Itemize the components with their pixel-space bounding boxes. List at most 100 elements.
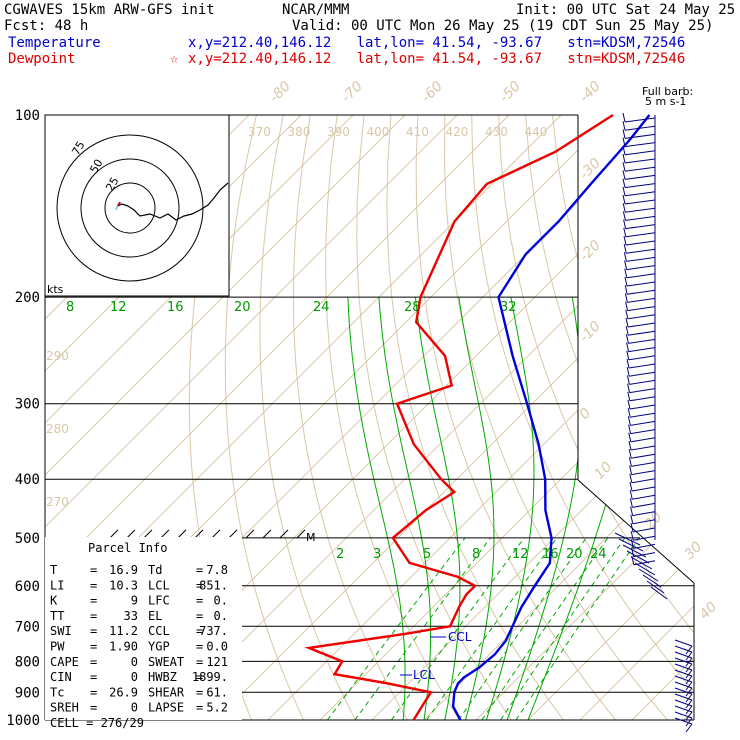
mixing-ratio-line [354, 537, 491, 720]
moist-label-200: 28 [404, 300, 421, 315]
organization-label: NCAR/MMM [282, 2, 349, 18]
mixing-ratio-line [515, 537, 640, 720]
parcel-value: 851. [199, 578, 228, 592]
parcel-info-title: Parcel Info [88, 541, 167, 555]
hodograph-ring-50 [80, 158, 180, 258]
wind-key-line1: Full barb: [642, 85, 693, 98]
isotherm-line [683, 115, 694, 720]
parcel-value: 0. [214, 609, 228, 623]
isotherm-label: -10 [577, 318, 605, 346]
mixing-ratio-line [481, 537, 609, 720]
parcel-eq: = [196, 609, 203, 623]
parcel-key: SWEAT [148, 655, 184, 669]
dry-adiabat [443, 115, 668, 720]
parcel-value: 26.9 [109, 685, 138, 699]
dry-adiabat [525, 115, 694, 720]
parcel-key: TT [50, 609, 64, 623]
dry-adiabat [659, 115, 694, 720]
parcel-key: YGP [148, 640, 170, 654]
mixing-ratio-label-500: 2 [336, 547, 344, 562]
parcel-key: CIN [50, 670, 72, 684]
pressure-label-700: 700 [15, 619, 40, 635]
theta-label: 390 [327, 125, 350, 139]
theta-label: 380 [288, 125, 311, 139]
parcel-value: 16.9 [109, 563, 138, 577]
dewpoint-profile [304, 113, 614, 721]
parcel-cell: CELL = 276/29 [50, 716, 144, 730]
theta-side-label: 280 [46, 422, 69, 436]
parcel-key: K [50, 594, 58, 608]
temperature-legend-label: Temperature [8, 35, 101, 51]
parcel-eq: = [196, 624, 203, 638]
theta-label: 420 [446, 125, 469, 139]
hodograph-start [117, 201, 121, 207]
isotherm-line [45, 115, 458, 720]
mixing-ratio-line [426, 537, 558, 720]
isotherm-label: -30 [577, 155, 605, 183]
parcel-eq: = [196, 670, 203, 684]
parcel-value: 61. [206, 685, 228, 699]
dewpoint-legend-label: Dewpoint [8, 51, 75, 67]
parcel-value: 5.2 [206, 701, 228, 715]
wind-key-line2: 5 m s-1 [645, 95, 686, 108]
moist-label-200: 20 [234, 300, 251, 315]
moist-adiabat [458, 297, 495, 720]
parcel-value: 0. [214, 594, 228, 608]
dry-adiabat [224, 115, 305, 720]
grid-labels: -80 -70 -60 -50 -40 -30 -20 -10 0 10 20 30 40 370 380 3… [46, 78, 720, 623]
parcel-value: 33 [124, 609, 138, 623]
star-icon: ☆ [170, 51, 179, 67]
isotherm-line [579, 115, 694, 720]
theta-label: 400 [367, 125, 390, 139]
parcel-eq: = [196, 701, 203, 715]
parcel-value: 0.0 [206, 640, 228, 654]
mixing-ratio-label-500: 20 [566, 547, 583, 562]
isotherm-label: -40 [577, 78, 605, 106]
model-title: CGWAVES 15km ARW-GFS init [4, 2, 215, 18]
parcel-eq: = [90, 701, 97, 715]
hodograph-low-trace [115, 202, 123, 211]
hodograph-ring-label-25: 25 [103, 175, 121, 194]
parcel-key: SHEAR [148, 685, 185, 699]
theta-label: 430 [485, 125, 508, 139]
parcel-eq: = [90, 594, 97, 608]
level-markers: CCL LCL M [306, 531, 472, 682]
isotherm-line [45, 115, 354, 720]
dry-adiabat [325, 115, 461, 720]
parcel-value: 0 [131, 701, 138, 715]
pressure-label-100: 100 [15, 108, 40, 124]
theta-label: 370 [248, 125, 271, 139]
parcel-value: 9 [131, 594, 138, 608]
init-time: Init: 00 UTC Sat 24 May 25 [516, 2, 735, 18]
isotherm-line [45, 115, 302, 720]
wind-barbs [614, 112, 693, 733]
pressure-label-400: 400 [15, 472, 40, 488]
dry-adiabat [259, 115, 357, 720]
dry-adiabat [356, 115, 513, 720]
hodograph-units: kts [47, 283, 64, 296]
parcel-eq: = [196, 563, 203, 577]
isotherm-label: 20 [642, 509, 666, 533]
valid-time: Valid: 00 UTC Mon 26 May 25 (19 CDT Sun … [292, 18, 713, 34]
dry-adiabat [415, 115, 616, 720]
parcel-info-panel: Parcel Info T = 16.9 Td = 7.8LI = 10.3 LCL =851.K… [45, 537, 242, 730]
parcel-eq: = [196, 578, 203, 592]
dry-adiabat [552, 115, 694, 720]
hodograph-inset: 75 50 25 kts [44, 114, 230, 297]
dry-adiabat [386, 115, 564, 720]
dry-adiabat [714, 115, 740, 720]
moist-label-200: 16 [167, 300, 184, 315]
parcel-value: 121 [206, 655, 228, 669]
parcel-eq: = [90, 624, 97, 638]
parcel-key: CCL [148, 624, 170, 638]
isotherm-label: 40 [697, 599, 721, 623]
parcel-value: 0 [131, 670, 138, 684]
hodograph-ring-label-75: 75 [69, 139, 87, 158]
dewpoint-location-info: x,y=212.40,146.12 lat,lon= 41.54, -93.67… [188, 51, 685, 67]
dry-adiabat [578, 115, 694, 720]
lcl-marker: LCL [413, 668, 435, 682]
parcel-value: 10.3 [109, 578, 138, 592]
dry-adiabat [471, 115, 694, 720]
parcel-key: LAPSE [148, 701, 184, 715]
dry-adiabat [605, 115, 694, 720]
